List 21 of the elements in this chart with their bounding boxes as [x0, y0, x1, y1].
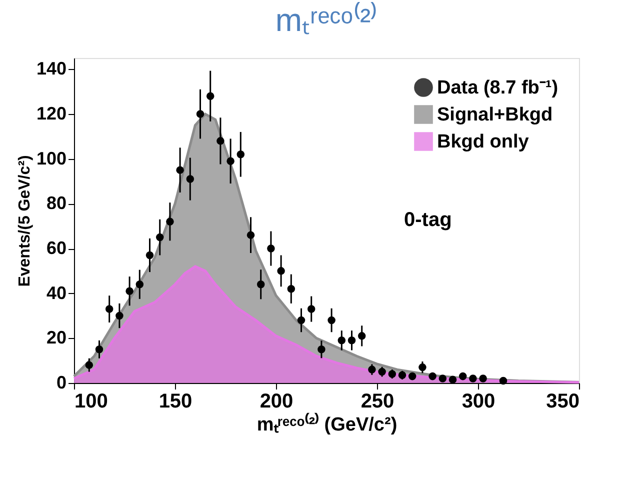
x-axis-title: mₜʳᵉᶜᵒ⁽²⁾ (GeV/c²): [256, 412, 398, 436]
y-axis-title: Events/(5 GeV/c²): [16, 155, 34, 287]
y-tick-label: 120: [36, 104, 66, 124]
y-tick-label: 80: [46, 193, 66, 214]
x-tick-label: 250: [360, 390, 394, 412]
legend-label: Data (8.7 fb⁻¹): [437, 78, 558, 98]
x-tick-label: 300: [462, 390, 496, 412]
y-tick-label: 20: [46, 328, 66, 348]
y-tick-label: 140: [36, 58, 66, 79]
y-tick-label: 60: [46, 238, 66, 258]
legend-label: Bkgd only: [437, 132, 530, 152]
legend-label: Signal+Bkgd: [437, 104, 553, 126]
annotation: 0-tag: [404, 209, 452, 231]
x-tick-label: 150: [158, 390, 192, 412]
x-tick-label: 200: [260, 390, 294, 412]
y-tick-label: 0: [56, 372, 66, 392]
x-tick-label: 100: [74, 390, 108, 412]
x-tick-label: 350: [546, 390, 580, 412]
chart-title: mₜʳᵉᶜᵒ⁽²⁾: [275, 1, 378, 38]
y-tick-label: 100: [36, 148, 66, 168]
y-tick-label: 40: [46, 282, 66, 303]
